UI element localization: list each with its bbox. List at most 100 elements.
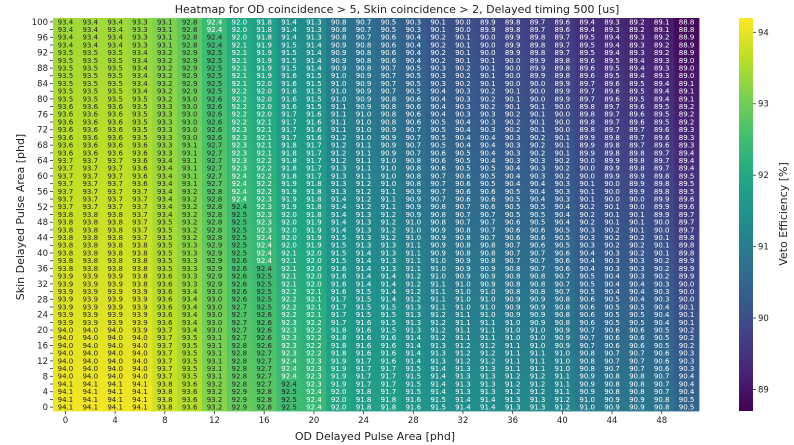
heatmap-cell	[475, 287, 501, 296]
cell-value-label: 92.0	[331, 388, 347, 396]
heatmap-cell	[351, 79, 377, 88]
heatmap-cell	[649, 149, 675, 158]
heatmap-cell	[351, 141, 377, 150]
heatmap-cell	[574, 118, 601, 127]
heatmap-cell	[376, 179, 402, 188]
heatmap-cell	[450, 156, 476, 165]
cell-value-label: 89.1	[679, 95, 695, 103]
cell-value-label: 91.2	[530, 388, 546, 396]
cell-value-label: 93.7	[132, 203, 148, 211]
heatmap-cell	[351, 380, 377, 389]
cell-value-label: 93.4	[157, 172, 173, 180]
heatmap-cell	[376, 71, 402, 81]
heatmap-cell	[500, 87, 526, 96]
cell-value-label: 91.5	[281, 64, 297, 72]
heatmap-cell	[77, 357, 104, 366]
cell-value-label: 90.7	[430, 188, 446, 196]
heatmap-cell	[599, 295, 625, 304]
cell-value-label: 90.1	[505, 103, 521, 111]
cell-value-label: 89.7	[604, 103, 620, 111]
cell-value-label: 89.9	[480, 26, 496, 34]
cell-value-label: 92.5	[207, 57, 223, 65]
heatmap-cell	[152, 372, 178, 381]
heatmap-cell	[326, 333, 352, 343]
cell-value-label: 92.0	[306, 265, 322, 273]
heatmap-cell	[450, 349, 476, 358]
heatmap-cell	[326, 403, 352, 412]
heatmap-cell	[674, 110, 700, 119]
cell-value-label: 89.7	[679, 211, 695, 219]
cell-value-label: 91.0	[530, 334, 546, 342]
cell-value-label: 91.8	[381, 396, 397, 404]
heatmap-cell	[202, 18, 228, 27]
cell-value-label: 90.5	[654, 342, 670, 350]
cell-value-label: 89.5	[679, 172, 695, 180]
cell-value-label: 90.8	[405, 157, 421, 165]
heatmap-cell	[177, 110, 203, 119]
heatmap-cell	[450, 195, 476, 204]
cell-value-label: 89.8	[555, 64, 571, 72]
heatmap-cell	[226, 210, 253, 219]
cell-value-label: 92.2	[232, 95, 248, 103]
heatmap-cell	[599, 71, 625, 81]
heatmap-cell	[251, 149, 278, 158]
cell-value-label: 92.3	[256, 195, 272, 203]
heatmap-cell	[351, 172, 377, 181]
heatmap-cell	[53, 280, 79, 289]
cell-value-label: 90.6	[505, 219, 521, 227]
heatmap-cell	[475, 403, 501, 412]
heatmap-cell	[425, 264, 451, 273]
heatmap-cell	[425, 364, 451, 373]
cell-value-label: 91.9	[306, 242, 322, 250]
heatmap-cell	[400, 202, 427, 212]
heatmap-cell	[400, 125, 427, 134]
cell-value-label: 91.1	[331, 118, 347, 126]
heatmap-cell	[202, 310, 228, 319]
cell-value-label: 90.8	[455, 249, 471, 257]
cell-value-label: 91.2	[555, 404, 571, 412]
heatmap-cell	[326, 64, 352, 73]
cell-value-label: 90.1	[579, 195, 595, 203]
heatmap-cell	[674, 395, 700, 404]
heatmap-cell	[500, 264, 526, 273]
heatmap-cell	[624, 48, 650, 57]
heatmap-cell	[500, 364, 526, 373]
cell-value-label: 93.3	[182, 242, 198, 250]
cell-value-label: 91.5	[306, 103, 322, 111]
cell-value-label: 90.2	[604, 242, 620, 250]
cell-value-label: 92.1	[232, 80, 248, 88]
cell-value-label: 91.7	[306, 149, 322, 157]
cell-value-label: 93.5	[157, 265, 173, 273]
cell-value-label: 91.4	[356, 249, 372, 257]
heatmap-cell	[102, 403, 128, 412]
cell-value-label: 93.6	[107, 126, 123, 134]
heatmap-cell	[276, 64, 302, 73]
cell-value-label: 91.1	[430, 296, 446, 304]
heatmap-cell	[251, 41, 278, 50]
cell-value-label: 93.4	[132, 72, 148, 80]
heatmap-cell	[127, 349, 153, 358]
cell-value-label: 90.3	[455, 111, 471, 119]
cell-value-label: 89.6	[604, 80, 620, 88]
cell-value-label: 92.8	[256, 404, 272, 412]
heatmap-cell	[400, 25, 427, 34]
cell-value-label: 89.7	[679, 226, 695, 234]
heatmap-cell	[301, 364, 327, 373]
heatmap-cell	[326, 380, 352, 389]
cell-value-label: 90.4	[480, 149, 496, 157]
cell-value-label: 90.3	[505, 157, 521, 165]
cell-value-label: 92.7	[207, 149, 223, 157]
heatmap-cell	[574, 48, 601, 57]
cell-value-label: 89.7	[579, 80, 595, 88]
cell-value-label: 93.6	[157, 273, 173, 281]
cell-value-label: 90.7	[604, 357, 620, 365]
cell-value-label: 91.8	[256, 18, 272, 26]
cell-value-label: 90.4	[530, 188, 546, 196]
cell-value-label: 89.8	[530, 34, 546, 42]
cell-value-label: 90.9	[331, 64, 347, 72]
cell-value-label: 89.2	[679, 103, 695, 111]
heatmap-cell	[376, 364, 402, 373]
heatmap-cell	[450, 187, 476, 196]
cell-value-label: 94.0	[107, 365, 123, 373]
cell-value-label: 91.4	[405, 350, 421, 358]
